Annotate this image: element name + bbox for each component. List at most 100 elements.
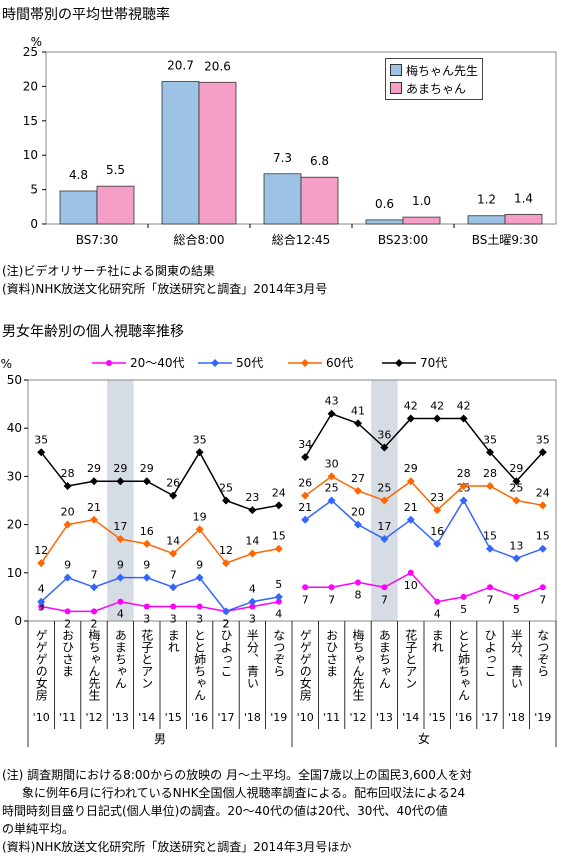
- series-point-3: [37, 448, 46, 457]
- series-point-1: [116, 573, 125, 582]
- bar-x-tick-label: 総合12:45: [272, 232, 331, 247]
- series-data-label-0: 4: [434, 608, 441, 621]
- line-x-tick-label: ゲゲゲの女房: [34, 629, 48, 701]
- series-data-label-1: 5: [275, 578, 282, 591]
- series-point-2: [63, 520, 72, 529]
- line-x-tick-label: 梅ちゃん先生: [351, 628, 365, 701]
- series-point-1: [406, 515, 415, 524]
- series-data-label-1: 2: [223, 617, 230, 630]
- series-point-3: [142, 477, 151, 486]
- bar-umechan: [59, 190, 98, 225]
- series-data-label-2: 12: [34, 544, 48, 557]
- series-data-label-3: 34: [298, 438, 312, 451]
- series-point-1: [380, 535, 389, 544]
- series-point-2: [327, 472, 336, 481]
- line-x-year-label: '16: [455, 711, 472, 724]
- series-data-label-3: 28: [61, 467, 75, 480]
- line-x-tick-label: ひよっこ: [483, 629, 497, 677]
- series-data-label-2: 25: [509, 482, 523, 495]
- series-data-label-1: 13: [509, 539, 523, 552]
- line-x-tick-label: 花子とアン: [140, 628, 154, 689]
- series-point-0: [487, 584, 493, 591]
- series-point-1: [354, 520, 362, 529]
- legend-marker-0: [106, 360, 112, 366]
- chart1-note-2: (資料)NHK放送文化研究所「放送研究と調査」2014年3月号: [2, 282, 328, 296]
- series-data-label-3: 24: [272, 486, 286, 499]
- bar-data-label: 20.7: [167, 59, 194, 73]
- series-point-1: [512, 554, 521, 563]
- series-data-label-2: 19: [193, 510, 207, 523]
- series-data-label-1: 7: [91, 568, 98, 581]
- series-point-2: [301, 491, 310, 500]
- series-point-1: [301, 515, 310, 524]
- series-point-3: [169, 491, 178, 500]
- chart2-title: 男女年齢別の個人視聴率推移: [2, 324, 184, 340]
- chart1-notes: (注)ビデオリサーチ社による関東の結果 (資料)NHK放送文化研究所「放送研究と…: [2, 262, 327, 298]
- series-point-1: [37, 597, 46, 606]
- series-point-0: [249, 603, 256, 610]
- bar-amachan: [300, 176, 339, 225]
- legend-label-2: 60代: [326, 356, 353, 370]
- line-x-tick-label: ひよっこ: [219, 629, 233, 677]
- line-x-year-label: '18: [244, 711, 261, 724]
- series-point-1: [538, 544, 547, 553]
- line-x-tick-label: まれ: [430, 629, 444, 653]
- series-data-label-2: 12: [219, 544, 233, 557]
- chart2-note-1: (注) 調査期間における8:00からの放映の 月～土平均。全国7歳以上の国民3,…: [2, 768, 472, 782]
- line-y-tick-label: 50: [7, 373, 22, 387]
- series-point-1: [248, 597, 257, 606]
- series-line-1-male: [40, 576, 279, 613]
- series-point-0: [328, 584, 335, 591]
- series-point-0: [91, 608, 97, 615]
- line-x-tick-label: 半分、青い: [245, 629, 259, 689]
- series-data-label-3: 43: [325, 395, 339, 408]
- line-x-year-label: '12: [85, 711, 102, 724]
- line-x-tick-label: なつぞら: [272, 629, 286, 677]
- bar-data-label: 4.8: [69, 168, 88, 182]
- series-data-label-2: 21: [87, 501, 101, 514]
- series-point-1: [195, 573, 204, 582]
- series-point-3: [459, 414, 468, 423]
- series-data-label-1: 17: [377, 520, 391, 533]
- bar-data-label: 5.5: [106, 163, 125, 177]
- group-label-female: 女: [418, 731, 430, 746]
- series-data-label-2: 25: [377, 482, 391, 495]
- series-data-label-2: 27: [351, 472, 365, 485]
- bar-y-tick-label: 20: [23, 79, 38, 93]
- series-data-label-2: 29: [404, 462, 418, 475]
- highlight-band-amachan: [107, 380, 134, 621]
- series-point-2: [90, 515, 98, 524]
- bar-data-label: 20.6: [204, 59, 231, 73]
- series-point-0: [64, 608, 71, 615]
- series-point-3: [248, 506, 257, 515]
- series-point-2: [169, 549, 178, 558]
- series-point-0: [355, 579, 361, 586]
- legend-marker-2: [301, 359, 309, 367]
- line-x-year-label: '14: [402, 711, 419, 724]
- series-point-3: [222, 496, 230, 505]
- legend-label-0: 20～40代: [130, 356, 185, 370]
- line-x-year-label: '10: [33, 711, 50, 724]
- line-x-tick-label: とと姉ちゃん: [457, 629, 471, 701]
- line-x-year-label: '17: [217, 711, 234, 724]
- series-point-0: [143, 603, 150, 610]
- series-data-label-1: 9: [143, 559, 150, 572]
- bar-x-tick-label: BS土曜9:30: [472, 233, 539, 247]
- line-x-year-label: '15: [429, 711, 446, 724]
- series-point-2: [274, 544, 283, 553]
- bar-umechan: [161, 81, 200, 225]
- line-x-year-label: '13: [376, 711, 393, 724]
- series-point-1: [222, 607, 230, 616]
- chart1-title: 時間帯別の平均世帯視聴率: [2, 7, 170, 23]
- series-data-label-2: 28: [457, 467, 471, 480]
- line-x-year-label: '19: [270, 711, 287, 724]
- series-data-label-2: 20: [61, 506, 75, 519]
- series-data-label-1: 4: [38, 583, 45, 596]
- series-point-2: [116, 535, 125, 544]
- series-point-0: [38, 603, 45, 610]
- series-point-1: [433, 539, 442, 548]
- series-point-2: [433, 506, 442, 515]
- legend-item-umechan: 梅ちゃん先生: [390, 61, 478, 79]
- series-point-3: [195, 448, 204, 457]
- series-point-1: [327, 496, 336, 505]
